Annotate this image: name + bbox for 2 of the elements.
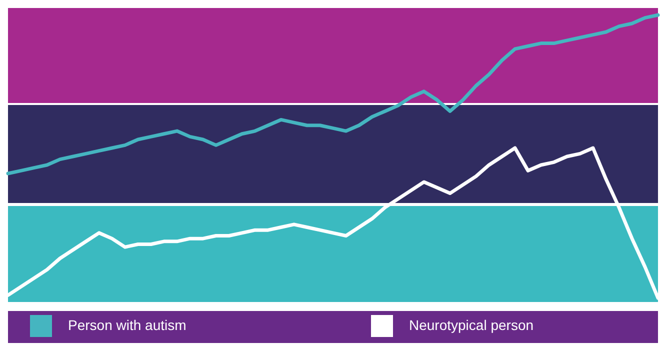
legend-label: Person with autism — [68, 317, 186, 333]
legend-label: Neurotypical person — [409, 317, 534, 333]
